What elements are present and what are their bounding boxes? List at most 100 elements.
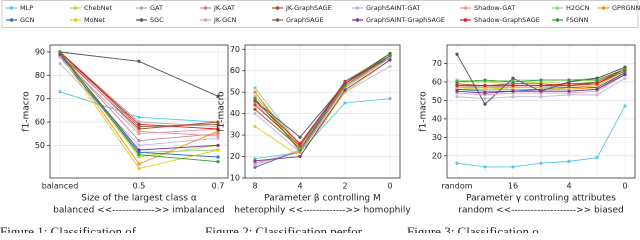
data-point	[216, 94, 220, 98]
data-point	[511, 80, 515, 84]
x-axis-note: heterophily <<------------->> homophily	[234, 206, 411, 216]
legend-label: GCN	[20, 16, 35, 24]
data-point	[388, 54, 392, 58]
data-point	[137, 115, 141, 119]
data-point	[539, 95, 543, 99]
data-point	[343, 101, 347, 105]
plot-frame	[49, 44, 229, 179]
data-point	[216, 122, 220, 126]
data-point	[216, 125, 220, 129]
data-point	[253, 86, 257, 90]
legend-marker	[139, 18, 144, 22]
x-tick-label: 0.7	[212, 182, 225, 191]
data-point	[253, 112, 257, 116]
x-axis-label: Parameter β controlling M	[264, 194, 381, 204]
data-point	[388, 97, 392, 101]
data-point	[253, 103, 257, 107]
data-point	[343, 88, 347, 92]
x-tick-label: 4	[297, 182, 302, 191]
data-point	[253, 159, 257, 163]
data-point	[137, 155, 141, 159]
legend-marker	[601, 6, 606, 10]
data-point	[511, 95, 515, 99]
data-point	[216, 134, 220, 138]
legend-label: JK-GCN	[213, 16, 237, 24]
data-point	[298, 154, 302, 159]
data-point	[511, 165, 515, 169]
data-point	[137, 143, 141, 147]
legend-label: GAT	[150, 4, 163, 12]
data-point	[595, 93, 599, 97]
legend-label: FSGNN	[566, 16, 589, 24]
x-tick-label: 0	[622, 182, 627, 191]
data-point	[216, 155, 220, 159]
series-line	[254, 59, 391, 158]
legend-label: GraphSAINT-GAT	[366, 4, 420, 12]
data-point	[137, 129, 141, 133]
legend-marker	[9, 18, 14, 22]
legend-label: ChebNet	[84, 4, 113, 12]
data-point	[567, 159, 571, 163]
data-point	[595, 78, 599, 82]
data-point	[58, 90, 62, 94]
data-point	[137, 167, 141, 171]
data-point	[595, 87, 599, 91]
x-tick-label: 4	[566, 182, 571, 191]
legend-box	[1, 0, 639, 28]
data-point	[216, 129, 220, 133]
data-point	[539, 78, 543, 82]
x-axis-note: random <<-------------------->> biased	[458, 206, 623, 216]
legend-label: GraphSAGE	[286, 16, 324, 24]
data-point	[595, 82, 599, 86]
data-point	[253, 124, 257, 129]
data-point	[567, 82, 571, 86]
legend-marker	[355, 6, 360, 10]
legend-label: H2GCN	[566, 4, 590, 12]
data-point	[511, 84, 515, 88]
x-axis-label: Parameter γ controling attributes	[466, 194, 616, 204]
data-point	[455, 89, 459, 93]
data-point	[137, 139, 141, 143]
x-tick-label: 0.5	[133, 182, 146, 191]
data-point	[595, 156, 599, 160]
y-tick-label: 60	[432, 77, 442, 86]
x-tick-label: 0	[387, 182, 392, 191]
legend-label: Shadow-GraphSAGE	[474, 16, 540, 24]
data-point	[137, 125, 141, 129]
data-point	[388, 58, 392, 62]
data-point	[623, 72, 627, 77]
data-point	[216, 120, 220, 124]
data-point	[455, 80, 459, 84]
data-point	[455, 161, 459, 165]
legend-label: GraphSAINT-GraphSAGE	[366, 16, 445, 24]
plot-frame	[244, 44, 401, 179]
data-point	[253, 90, 257, 94]
legend-label: JK-GraphSAGE	[285, 4, 332, 12]
y-tick-label: 10	[230, 174, 240, 183]
y-tick-label: 40	[230, 109, 240, 118]
y-tick-label: 70	[35, 94, 45, 103]
legend-label: MLP	[20, 4, 33, 12]
legend-label: GPRGNN	[612, 4, 640, 12]
data-point	[623, 67, 627, 71]
x-tick-label: balanced	[42, 182, 79, 191]
legend-marker	[203, 18, 208, 22]
data-point	[511, 89, 515, 93]
series-line	[254, 66, 391, 153]
x-tick-label: 16	[508, 182, 518, 191]
legend-label: Shadow-GAT	[474, 4, 515, 12]
data-point	[539, 84, 543, 88]
y-tick-label: 30	[230, 131, 240, 140]
data-point	[137, 162, 141, 166]
data-point	[58, 62, 62, 66]
caption: Figure 1: Classification of	[0, 224, 137, 233]
y-tick-label: 30	[432, 133, 442, 142]
y-tick-label: 80	[35, 71, 45, 80]
y-tick-label: 50	[35, 141, 45, 150]
data-point	[253, 97, 257, 101]
x-tick-label: 2	[342, 182, 347, 191]
page: MLP ChebNet GAT JK-GAT JK-GraphSAGE GraphSAIN…	[0, 0, 640, 233]
data-point	[298, 148, 302, 152]
series-line	[254, 55, 391, 151]
data-point	[455, 95, 459, 99]
